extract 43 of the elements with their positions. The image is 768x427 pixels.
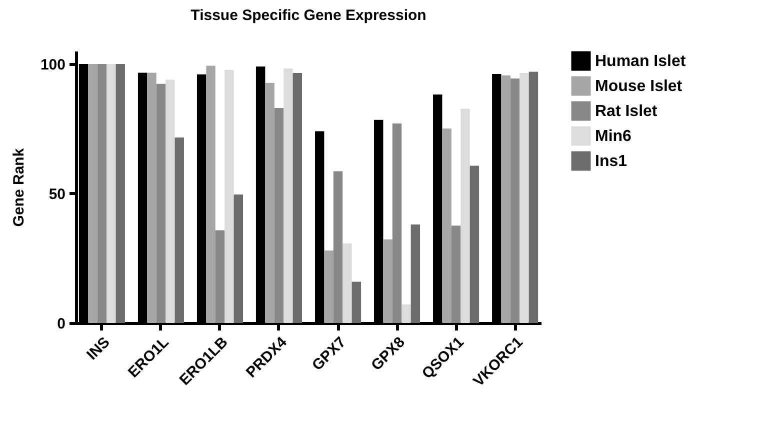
bar — [451, 226, 461, 323]
bar — [174, 138, 184, 323]
bar — [215, 230, 225, 323]
bar — [410, 224, 420, 323]
bar — [324, 250, 334, 323]
x-tick-label: INS — [84, 334, 114, 364]
bar — [97, 64, 107, 323]
bar — [528, 72, 538, 323]
bar — [392, 124, 402, 323]
bar — [116, 64, 125, 323]
bar — [460, 108, 470, 323]
legend-label: Ins1 — [595, 153, 628, 170]
y-axis-title: Gene Rank — [10, 148, 28, 227]
bar — [342, 243, 352, 323]
legend-label: Human Islet — [595, 53, 686, 70]
bar — [166, 80, 175, 323]
bar — [224, 70, 234, 323]
bar — [106, 64, 116, 323]
bar — [147, 72, 156, 323]
bar — [284, 68, 293, 323]
bar — [333, 171, 343, 323]
y-tick-label: 50 — [48, 186, 66, 203]
y-tick-label: 0 — [57, 316, 66, 332]
bar — [383, 239, 392, 323]
bar — [402, 304, 411, 323]
bar — [520, 73, 529, 323]
bar — [274, 108, 284, 323]
legend-label: Min6 — [595, 128, 632, 145]
bar — [442, 128, 452, 323]
y-tick-label: 100 — [40, 56, 66, 74]
bar — [292, 73, 302, 323]
legend-label: Mouse Islet — [595, 78, 683, 95]
legend-label: Rat Islet — [595, 103, 658, 120]
bar — [265, 82, 274, 323]
bar — [234, 194, 243, 323]
bar — [206, 66, 216, 323]
bar — [510, 78, 520, 323]
bar — [470, 166, 480, 323]
bar — [352, 282, 362, 323]
bar — [501, 75, 510, 323]
bar — [88, 64, 98, 323]
chart-title: Tissue Specific Gene Expression — [190, 7, 426, 24]
bar — [156, 84, 166, 323]
